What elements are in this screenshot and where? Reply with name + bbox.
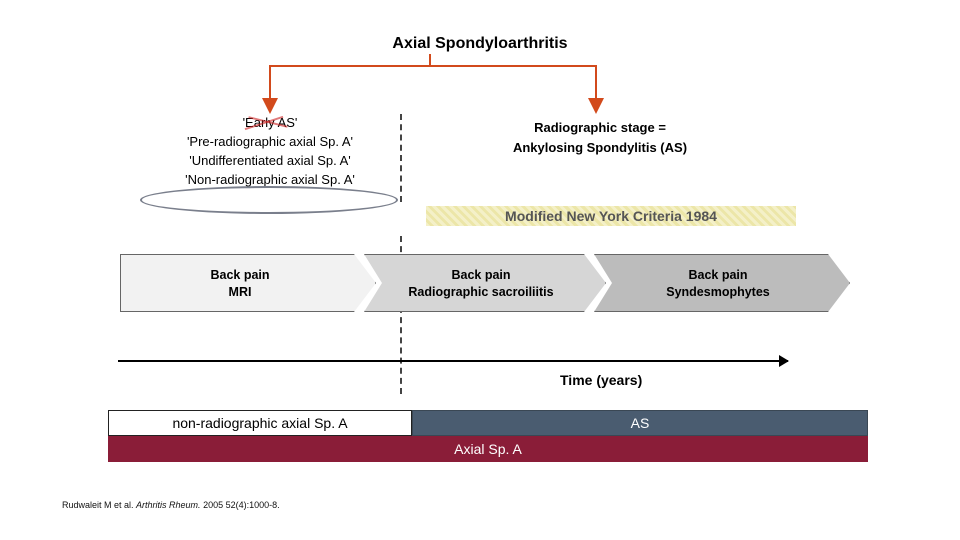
term-pre-radiographic: 'Pre-radiographic axial Sp. A' — [165, 133, 375, 152]
stage-chevron: Back pain MRI — [120, 254, 376, 312]
term-undiff: 'Undifferentiated axial Sp. A' — [165, 152, 375, 171]
citation-rest: 2005 52(4):1000-8. — [201, 500, 280, 510]
stage-chevron: Back pain Radiographic sacroiliitis — [364, 254, 606, 312]
as-label: Ankylosing Spondylitis (AS) — [450, 138, 750, 158]
stage-sub-label: MRI — [229, 285, 252, 299]
left-terminology: 'Early AS' 'Pre-radiographic axial Sp. A… — [165, 114, 375, 189]
citation-journal: Arthritis Rheum. — [136, 500, 201, 510]
stage-top-label: Back pain — [451, 268, 510, 282]
stage-top-label: Back pain — [210, 268, 269, 282]
page-title: Axial Spondyloarthritis — [392, 35, 567, 53]
right-terminology: Radiographic stage = Ankylosing Spondyli… — [450, 118, 750, 157]
radiographic-stage-label: Radiographic stage = — [450, 118, 750, 138]
bar-as: AS — [412, 410, 868, 436]
time-arrow — [118, 360, 788, 362]
time-label: Time (years) — [560, 372, 642, 388]
classification-bars: non-radiographic axial Sp. A AS Axial Sp… — [108, 410, 868, 462]
criteria-banner: Modified New York Criteria 1984 — [426, 206, 796, 226]
bar-nonradiographic: non-radiographic axial Sp. A — [108, 410, 412, 436]
vertical-divider — [400, 114, 402, 202]
bar-axial-spa: Axial Sp. A — [108, 436, 868, 462]
citation-author: Rudwaleit M et al. — [62, 500, 136, 510]
stage-sub-label: Syndesmophytes — [666, 285, 770, 299]
stage-sub-label: Radiographic sacroiliitis — [408, 285, 553, 299]
highlight-ellipse — [140, 186, 398, 214]
stage-top-label: Back pain — [688, 268, 747, 282]
bar-top-row: non-radiographic axial Sp. A AS — [108, 410, 868, 436]
branch-arrow — [0, 46, 960, 186]
citation: Rudwaleit M et al. Arthritis Rheum. 2005… — [62, 500, 280, 510]
stage-row: Back pain MRI Back pain Radiographic sacroi… — [120, 254, 838, 312]
stage-chevron: Back pain Syndesmophytes — [594, 254, 850, 312]
